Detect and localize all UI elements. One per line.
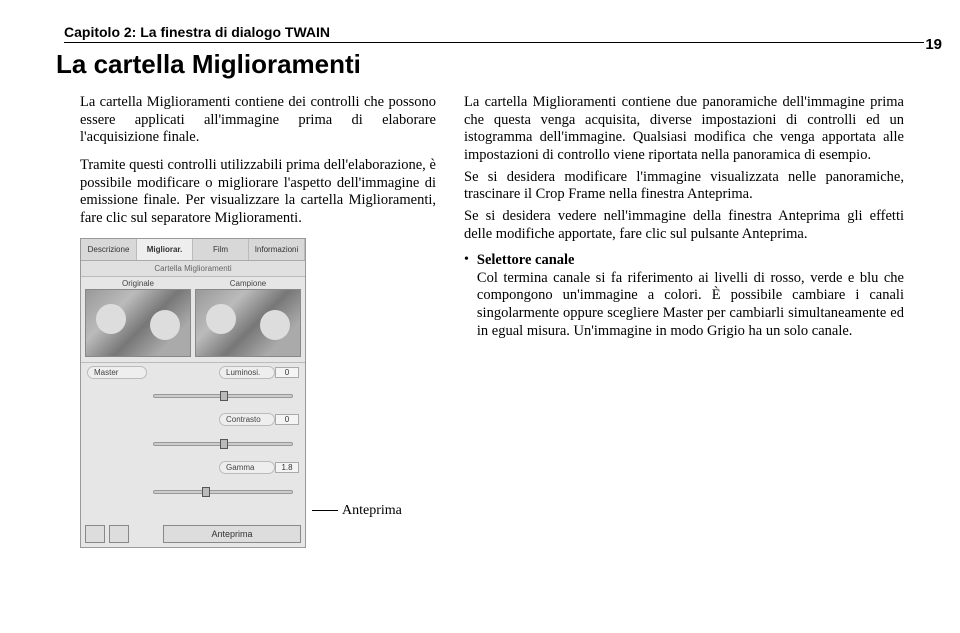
slider-lumin-track[interactable] (153, 394, 293, 398)
channel-selector-row: Master Luminosi. 0 (81, 362, 305, 382)
right-column: La cartella Miglioramenti contiene due p… (464, 94, 904, 548)
dialog-screenshot: Descrizione Migliorar. Film Informazioni… (80, 238, 306, 548)
tab-film[interactable]: Film (193, 239, 249, 260)
slider-contrast-track[interactable] (153, 442, 293, 446)
slider-lumin-label: Luminosi. (219, 366, 275, 379)
callout-leader-line (312, 510, 338, 511)
left-para-2: Tramite questi controlli utilizzabili pr… (80, 157, 436, 228)
thumb-image-original (85, 289, 191, 357)
bullet-title: Selettore canale (477, 252, 904, 269)
slider-gamma-label: Gamma (219, 461, 275, 474)
tab-miglioramenti[interactable]: Migliorar. (137, 239, 193, 260)
chapter-rule (64, 42, 924, 43)
left-column: La cartella Miglioramenti contiene dei c… (56, 94, 436, 548)
thumb-label-original: Originale (85, 279, 191, 288)
bullet-text: Col termina canale si fa riferimento ai … (477, 270, 904, 341)
panel-label: Cartella Miglioramenti (81, 261, 305, 277)
content-columns: La cartella Miglioramenti contiene dei c… (56, 94, 924, 548)
slider-gamma-value[interactable]: 1.8 (275, 462, 299, 473)
dialog-bottom-row: Anteprima (85, 525, 301, 543)
slider-contrast-label: Contrasto (219, 413, 275, 426)
tab-informazioni[interactable]: Informazioni (249, 239, 305, 260)
thumb-sample: Campione (195, 279, 301, 357)
callout-anteprima: Anteprima (312, 503, 402, 519)
thumbnails-row: Originale Campione (81, 277, 305, 359)
slider-contrast-row: x Contrasto 0 (81, 410, 305, 430)
chapter-heading: Capitolo 2: La finestra di dialogo TWAIN (64, 24, 924, 40)
page-title: La cartella Miglioramenti (56, 49, 924, 80)
thumb-image-sample (195, 289, 301, 357)
bullet-selettore-canale: • Selettore canale Col termina canale si… (464, 252, 904, 345)
reset-icon-btn[interactable] (85, 525, 105, 543)
slider-contrast-track-row (81, 434, 305, 454)
tabs-row: Descrizione Migliorar. Film Informazioni (81, 239, 305, 261)
right-para-1: La cartella Miglioramenti contiene due p… (464, 94, 904, 165)
right-para-3: Se si desidera vedere nell'immagine dell… (464, 208, 904, 243)
bullet-marker: • (464, 252, 469, 345)
bullet-content: Selettore canale Col termina canale si f… (477, 252, 904, 345)
histogram-icon-btn[interactable] (109, 525, 129, 543)
anteprima-button[interactable]: Anteprima (163, 525, 301, 543)
slider-gamma-track[interactable] (153, 490, 293, 494)
screenshot-figure: Descrizione Migliorar. Film Informazioni… (80, 238, 436, 548)
slider-gamma-track-row (81, 482, 305, 502)
channel-master-btn[interactable]: Master (87, 366, 147, 379)
callout-label: Anteprima (342, 503, 402, 519)
thumb-original: Originale (85, 279, 191, 357)
slider-gamma-row: x Gamma 1.8 (81, 458, 305, 478)
thumb-label-sample: Campione (195, 279, 301, 288)
slider-contrast-value[interactable]: 0 (275, 414, 299, 425)
left-para-1: La cartella Miglioramenti contiene dei c… (80, 94, 436, 147)
slider-lumin-value[interactable]: 0 (275, 367, 299, 378)
slider-lumin-row (81, 386, 305, 406)
right-para-2: Se si desidera modificare l'immagine vis… (464, 169, 904, 204)
page-number: 19 (925, 36, 942, 53)
tab-descrizione[interactable]: Descrizione (81, 239, 137, 260)
